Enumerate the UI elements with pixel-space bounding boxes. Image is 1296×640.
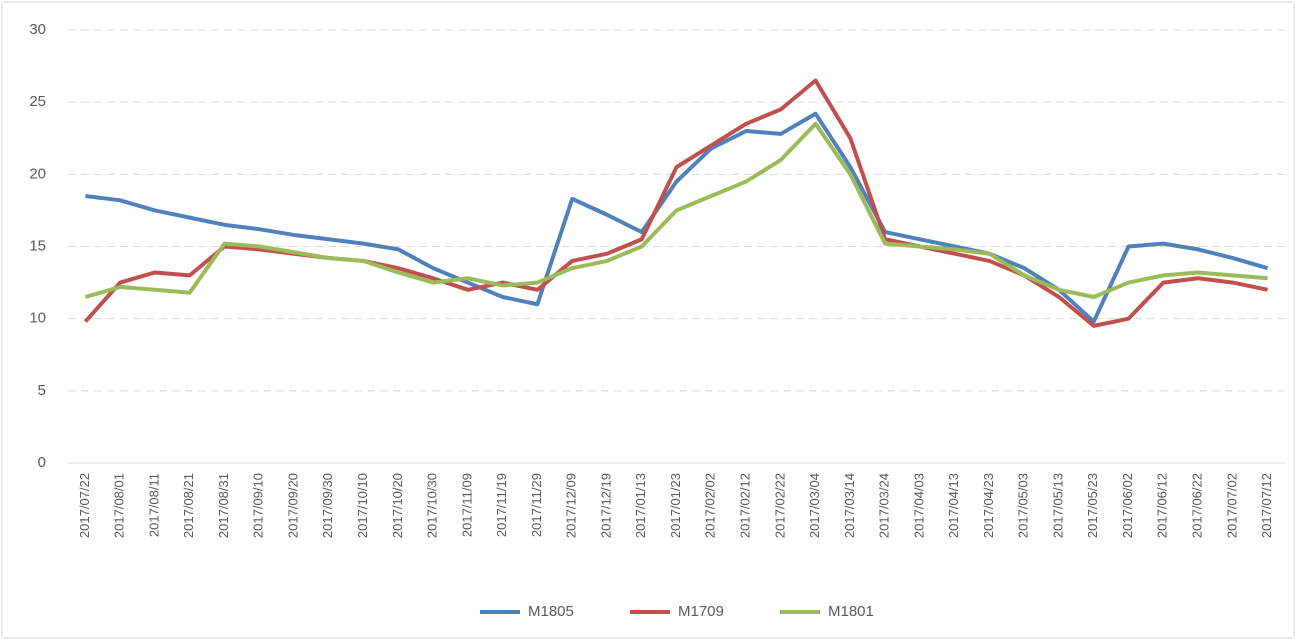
x-tick-label: 2017/10/30 <box>425 473 440 538</box>
y-tick-label: 25 <box>29 93 46 110</box>
x-tick-label: 2017/02/12 <box>737 473 752 538</box>
x-tick-label: 2017/09/10 <box>251 473 266 538</box>
x-tick-label: 2017/04/23 <box>981 473 996 538</box>
x-tick-label: 2017/08/21 <box>181 473 196 538</box>
x-tick-label: 2017/07/02 <box>1224 473 1239 538</box>
x-tick-label: 2017/09/30 <box>320 473 335 538</box>
y-tick-label: 0 <box>38 454 46 471</box>
y-tick-label: 20 <box>29 165 46 182</box>
x-tick-label: 2017/08/01 <box>112 473 127 538</box>
x-tick-label: 2017/11/09 <box>459 473 474 537</box>
x-tick-label: 2017/09/20 <box>285 473 300 538</box>
y-tick-label: 5 <box>38 382 46 399</box>
x-tick-label: 2017/10/10 <box>355 473 370 538</box>
legend-label: M1805 <box>528 603 574 620</box>
x-tick-label: 2017/03/14 <box>842 473 857 538</box>
legend-label: M1709 <box>678 603 724 620</box>
x-tick-label: 2017/02/22 <box>772 473 787 538</box>
x-tick-label: 2017/07/22 <box>77 473 92 538</box>
x-tick-label: 2017/06/22 <box>1190 473 1205 538</box>
x-tick-label: 2017/05/23 <box>1085 473 1100 538</box>
x-tick-label: 2017/03/04 <box>807 473 822 538</box>
x-tick-label: 2017/10/20 <box>390 473 405 538</box>
x-tick-label: 2017/04/13 <box>946 473 961 538</box>
x-tick-label: 2017/03/24 <box>877 473 892 538</box>
x-tick-label: 2017/06/12 <box>1155 473 1170 538</box>
x-tick-label: 2017/05/03 <box>1016 473 1031 538</box>
x-tick-label: 2017/11/29 <box>529 473 544 537</box>
x-tick-label: 2017/05/13 <box>1050 473 1065 538</box>
y-tick-label: 15 <box>29 237 46 254</box>
series-line <box>84 121 1268 300</box>
y-tick-label: 30 <box>29 21 46 38</box>
x-tick-label: 2017/04/03 <box>911 473 926 538</box>
series-line <box>85 111 1269 324</box>
x-tick-label: 2017/01/13 <box>633 473 648 538</box>
legend-label: M1801 <box>828 603 874 620</box>
x-tick-label: 2017/12/09 <box>564 473 579 538</box>
x-tick-label: 2017/02/02 <box>703 473 718 538</box>
x-tick-label: 2017/07/12 <box>1259 473 1274 538</box>
x-tick-label: 2017/01/23 <box>668 473 683 538</box>
x-tick-label: 2017/06/02 <box>1120 473 1135 538</box>
x-tick-label: 2017/11/19 <box>494 473 509 537</box>
x-tick-label: 2017/08/31 <box>216 473 231 538</box>
x-tick-label: 2017/08/11 <box>146 473 161 537</box>
x-tick-label: 2017/12/19 <box>598 473 613 538</box>
y-tick-label: 10 <box>29 310 46 327</box>
